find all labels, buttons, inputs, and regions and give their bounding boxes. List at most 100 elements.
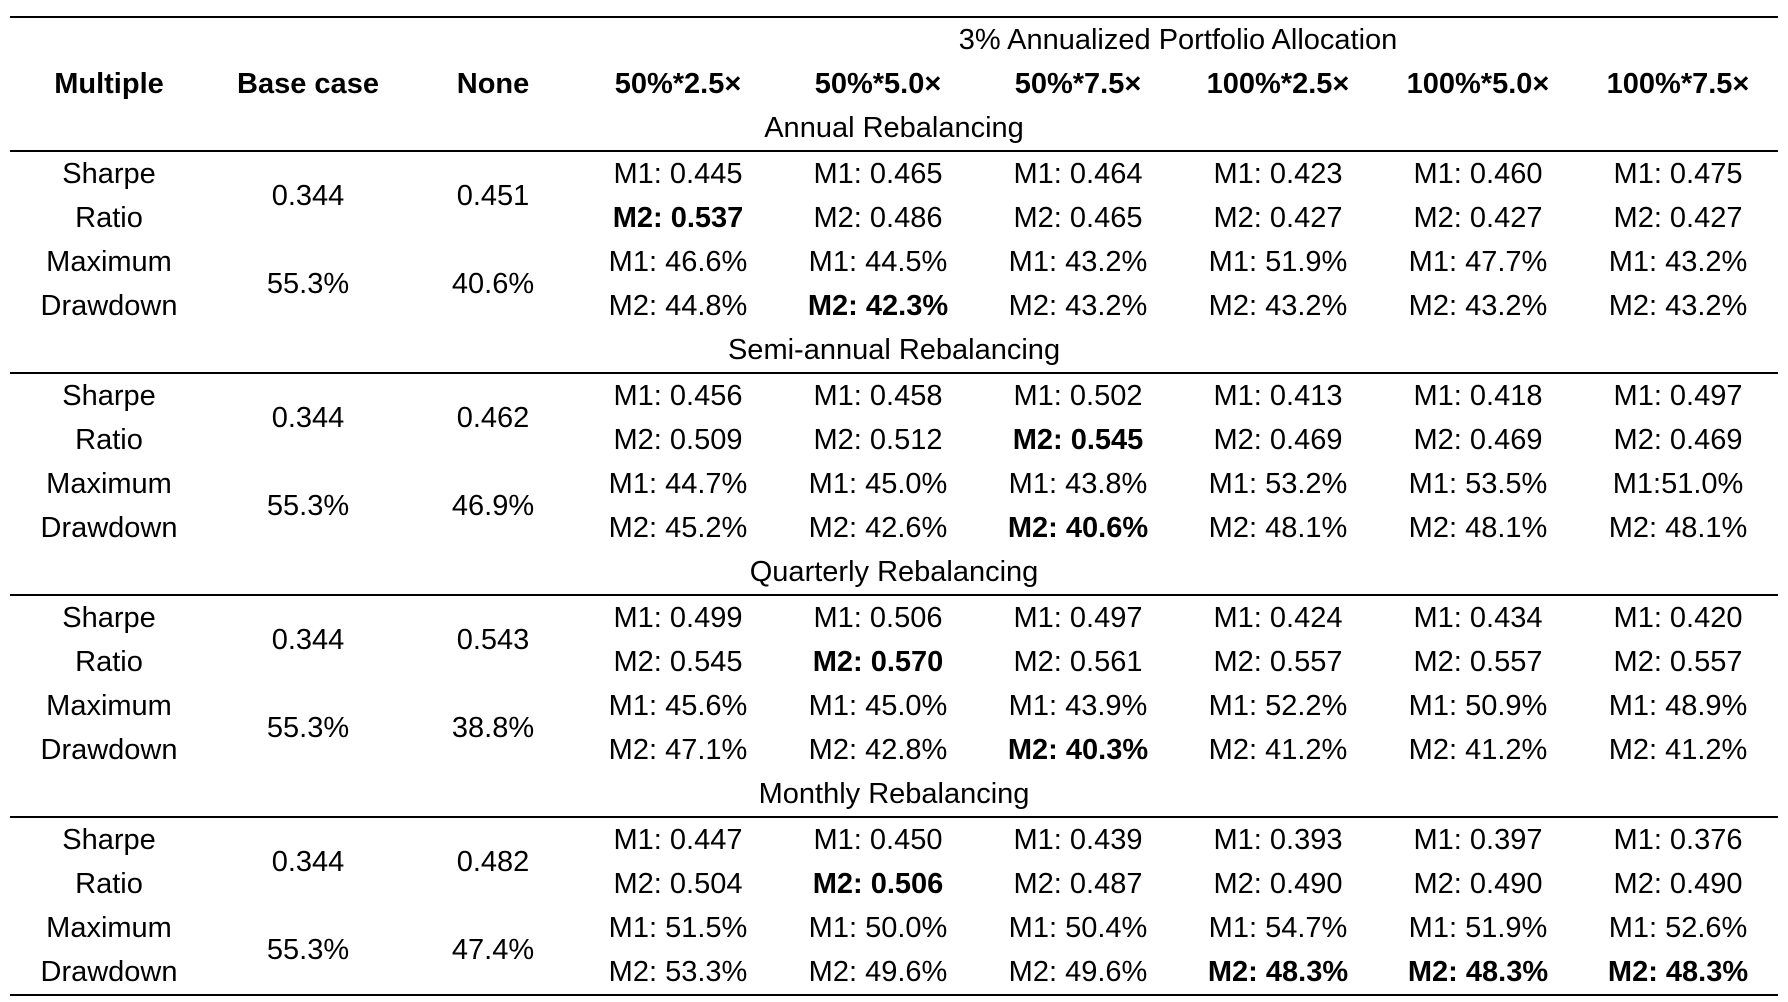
m2-value: M2: 42.3% xyxy=(807,290,949,322)
table-row: Ratio M2: 0.509 M2: 0.512 M2: 0.545 M2: 0.46… xyxy=(10,418,1778,462)
m2-value: M2: 0.512 xyxy=(813,424,943,456)
base-case-value: 0.344 xyxy=(271,180,345,212)
m1-value: M1: 43.8% xyxy=(1008,468,1148,500)
none-value: 0.543 xyxy=(456,624,530,656)
m2-value: M2: 40.3% xyxy=(1007,734,1149,766)
m1-value: M1: 51.9% xyxy=(1408,912,1548,944)
m1-value: M1: 52.2% xyxy=(1208,690,1348,722)
m1-value: M1: 50.9% xyxy=(1408,690,1548,722)
column-header: 100%*5.0× xyxy=(1406,68,1550,100)
table-row: Drawdown M2: 45.2% M2: 42.6% M2: 40.6% M2: 4… xyxy=(10,506,1778,550)
m2-value: M2: 49.6% xyxy=(978,950,1178,996)
metric-label-line1: Maximum xyxy=(46,468,172,500)
metric-label-line2: Drawdown xyxy=(10,950,208,996)
m2-value: M2: 0.427 xyxy=(1213,202,1343,234)
column-header: 100%*7.5× xyxy=(1606,68,1750,100)
m2-value: M2: 48.3% xyxy=(1578,950,1779,996)
m1-value: M1: 45.6% xyxy=(608,690,748,722)
metric-label-line1: Maximum xyxy=(46,912,172,944)
metric-label-line1: Sharpe xyxy=(62,824,156,856)
m1-value: M1: 0.393 xyxy=(1213,824,1343,856)
section-title: Monthly Rebalancing xyxy=(10,772,1779,818)
metric-label-line2: Ratio xyxy=(75,424,143,456)
m1-value: M1: 0.499 xyxy=(613,602,743,634)
m2-value: M2: 53.3% xyxy=(578,950,778,996)
base-case-value: 55.3% xyxy=(266,712,350,744)
table-row: Maximum 55.3% 40.6% M1: 46.6% M1: 44.5% M1: 4… xyxy=(10,240,1778,300)
m2-value: M2: 41.2% xyxy=(1608,734,1748,766)
m1-value: M1: 53.5% xyxy=(1408,468,1548,500)
metric-label-line2: Drawdown xyxy=(40,512,178,544)
base-case-value: 0.344 xyxy=(271,624,345,656)
super-header: 3% Annualized Portfolio Allocation xyxy=(578,16,1779,62)
m1-value: M1: 45.0% xyxy=(808,468,948,500)
column-header: 50%*7.5× xyxy=(1014,68,1142,100)
m1-value: M1: 0.424 xyxy=(1213,602,1343,634)
m1-value: M1: 48.9% xyxy=(1608,690,1748,722)
m1-value: M1: 0.458 xyxy=(813,380,943,412)
m2-value: M2: 0.545 xyxy=(613,646,743,678)
m1-value: M1: 52.6% xyxy=(1608,912,1748,944)
m1-value: M1: 44.5% xyxy=(808,246,948,278)
m2-value: M2: 0.469 xyxy=(1613,424,1743,456)
m1-value: M1: 43.2% xyxy=(1608,246,1748,278)
m2-value: M2: 43.2% xyxy=(1408,290,1548,322)
m2-value: M2: 41.2% xyxy=(1208,734,1348,766)
base-case-value: 0.344 xyxy=(271,846,345,878)
none-value: 38.8% xyxy=(451,712,535,744)
section-title: Annual Rebalancing xyxy=(10,106,1779,152)
m2-value: M2: 48.1% xyxy=(1608,512,1748,544)
none-value: 46.9% xyxy=(451,490,535,522)
m2-value: M2: 0.469 xyxy=(1413,424,1543,456)
none-value: 47.4% xyxy=(408,906,578,996)
table-row: Sharpe 0.344 0.462 M1: 0.456 M1: 0.458 M1: 0.… xyxy=(10,373,1778,434)
table-row: Ratio M2: 0.504 M2: 0.506 M2: 0.487 M2: 0.49… xyxy=(10,862,1778,906)
metric-label-line2: Drawdown xyxy=(40,290,178,322)
metric-label-line1: Maximum xyxy=(46,246,172,278)
column-header: Multiple xyxy=(54,68,164,100)
metric-label-line2: Ratio xyxy=(75,868,143,900)
m2-value: M2: 0.570 xyxy=(812,646,944,678)
m2-value: M2: 47.1% xyxy=(608,734,748,766)
m2-value: M2: 0.509 xyxy=(613,424,743,456)
m2-value: M2: 0.561 xyxy=(1013,646,1143,678)
m2-value: M2: 40.6% xyxy=(1007,512,1149,544)
m2-value: M2: 41.2% xyxy=(1408,734,1548,766)
m1-value: M1: 50.0% xyxy=(808,912,948,944)
section-title-row: Monthly Rebalancing xyxy=(10,772,1779,818)
column-header: 50%*2.5× xyxy=(614,68,742,100)
table-row: Sharpe 0.344 0.543 M1: 0.499 M1: 0.506 M1: 0.… xyxy=(10,595,1778,656)
m1-value: M1: 0.376 xyxy=(1613,824,1743,856)
m1-value: M1: 53.2% xyxy=(1208,468,1348,500)
m2-value: M2: 42.6% xyxy=(808,512,948,544)
m1-value: M1: 43.2% xyxy=(1008,246,1148,278)
column-header: None xyxy=(456,68,530,100)
m2-value: M2: 48.3% xyxy=(1178,950,1378,996)
m1-value: M1: 0.465 xyxy=(813,158,943,190)
results-table-container: 3% Annualized Portfolio Allocation Multi… xyxy=(0,16,1788,996)
table-row: Maximum 55.3% 38.8% M1: 45.6% M1: 45.0% M1: 4… xyxy=(10,684,1778,744)
none-value: 40.6% xyxy=(451,268,535,300)
base-case-value: 55.3% xyxy=(208,906,408,996)
table-row: Drawdown M2: 53.3% M2: 49.6% M2: 49.6% M2: 4… xyxy=(10,950,1779,996)
metric-label-line2: Drawdown xyxy=(40,734,178,766)
m2-value: M2: 43.2% xyxy=(1608,290,1748,322)
m1-value: M1: 0.413 xyxy=(1213,380,1343,412)
m1-value: M1: 0.502 xyxy=(1013,380,1143,412)
metric-label-line1: Sharpe xyxy=(62,158,156,190)
m2-value: M2: 0.557 xyxy=(1213,646,1343,678)
section-title-row: Annual Rebalancing xyxy=(10,106,1779,152)
m1-value: M1: 51.9% xyxy=(1208,246,1348,278)
metric-label-line2: Ratio xyxy=(75,202,143,234)
column-header-row: Multiple Base case None 50%*2.5× 50%*5.0… xyxy=(10,62,1778,106)
m1-value: M1: 45.0% xyxy=(808,690,948,722)
metric-label-line2: Ratio xyxy=(75,646,143,678)
m1-value: M1: 0.420 xyxy=(1613,602,1743,634)
m1-value: M1: 0.506 xyxy=(813,602,943,634)
m1-value: M1: 51.5% xyxy=(608,912,748,944)
m2-value: M2: 0.506 xyxy=(812,868,944,900)
m1-value: M1:51.0% xyxy=(1612,468,1744,500)
table-row: Drawdown M2: 44.8% M2: 42.3% M2: 43.2% M2: 4… xyxy=(10,284,1778,328)
table-row: Sharpe 0.344 0.482 M1: 0.447 M1: 0.450 M1: 0.… xyxy=(10,817,1778,878)
m1-value: M1: 0.475 xyxy=(1613,158,1743,190)
